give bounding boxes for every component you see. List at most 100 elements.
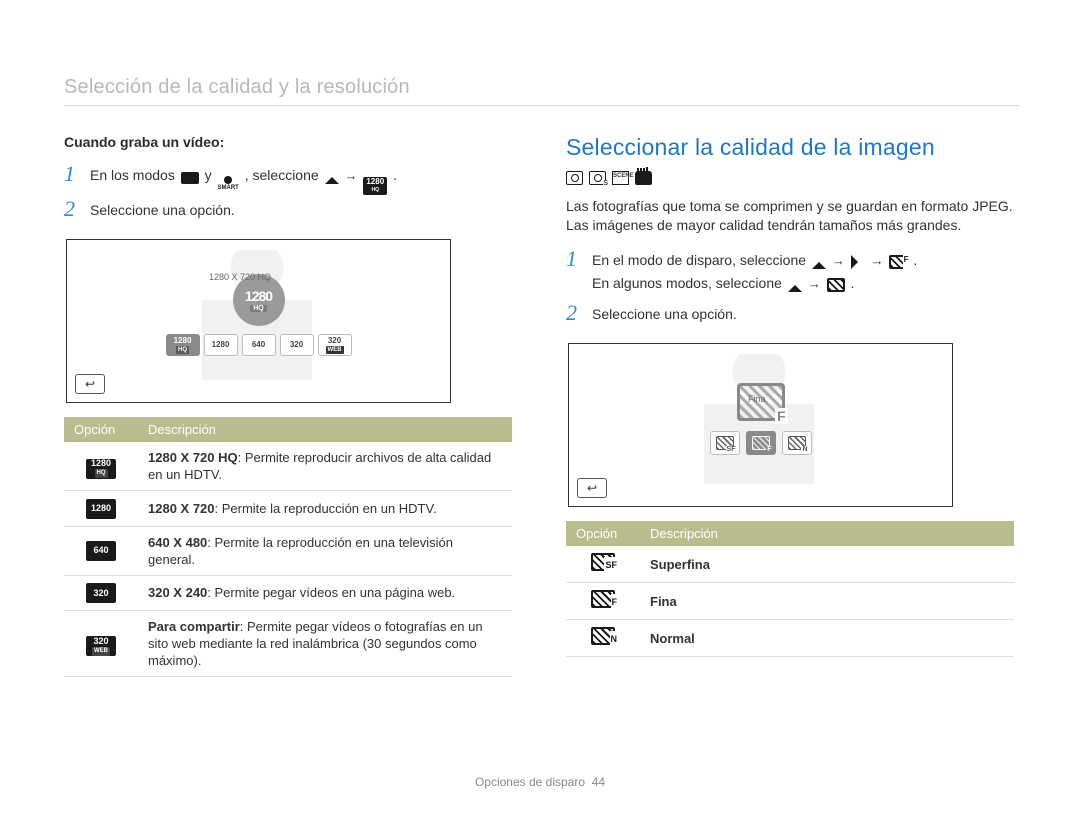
photo-mode-icon	[566, 171, 583, 185]
arrow-icon: →	[344, 168, 357, 183]
breadcrumb: Selección de la calidad y la resolución	[64, 76, 1020, 99]
option-icon-cell: 320WEB	[64, 611, 138, 677]
left-subheading: Cuando graba un vídeo:	[64, 134, 518, 150]
quality-icon: N	[591, 627, 615, 645]
text: HQ	[250, 305, 267, 312]
step-number: 2	[64, 199, 80, 219]
quality-tooltip: Fina	[748, 394, 766, 404]
table-row: 320320 X 240: Permite pegar vídeos en un…	[64, 575, 512, 611]
resolution-tile[interactable]: 320	[280, 334, 314, 356]
up-icon	[788, 278, 802, 292]
description-cell: 320 X 240: Permite pegar vídeos en una p…	[138, 575, 512, 611]
option-icon-cell: 320	[64, 575, 138, 611]
section-heading: Seleccionar la calidad de la imagen	[566, 134, 1020, 161]
right-steps: 1 En el modo de disparo, seleccione → → …	[566, 249, 1020, 325]
resolution-icon: 320WEB	[86, 636, 116, 656]
table-header-description: Descripción	[640, 521, 1014, 546]
text: .	[850, 275, 854, 291]
resolution-options-row: 1280HQ1280640320320WEB	[166, 334, 352, 356]
left-step-1: 1 En los modos y SMART , seleccione → 12…	[64, 164, 518, 191]
resolution-icon: 1280	[86, 499, 116, 519]
arrow-icon: →	[808, 276, 821, 291]
scene-mode-icon: SCENE	[612, 171, 629, 185]
text: , seleccione	[245, 167, 319, 183]
up-icon	[325, 170, 339, 184]
quality-screen: Fina F SFFN ↩	[568, 343, 953, 507]
footer-section: Opciones de disparo	[475, 775, 585, 789]
quality-tile[interactable]: F	[746, 431, 776, 455]
table-row: NNormal	[566, 620, 1014, 657]
arrow-icon: →	[871, 253, 884, 268]
table-row: 1280HQ 1280 X 720 HQ: Permite reproducir …	[64, 442, 512, 491]
step-text: Seleccione una opción.	[592, 303, 737, 325]
resolution-tile[interactable]: 320WEB	[318, 334, 352, 356]
text: En el modo de disparo, seleccione	[592, 252, 806, 268]
description-cell: Fina	[640, 583, 1014, 620]
selected-resolution-badge: 1280 HQ 1280HQ1280640320320WEB	[166, 274, 352, 356]
quality-icon: F	[591, 590, 615, 608]
resolution-icon: 640	[86, 541, 116, 561]
text: En algunos modos, seleccione	[592, 275, 782, 291]
text: y	[205, 167, 212, 183]
quality-options-row: SFFN	[710, 431, 812, 455]
step-text: En el modo de disparo, seleccione → → F …	[592, 249, 917, 295]
page-footer: Opciones de disparo 44	[0, 775, 1080, 789]
right-icon	[851, 255, 865, 269]
up-icon	[812, 255, 826, 269]
quality-f-icon: F	[889, 255, 907, 269]
video-resolution-table: Opción Descripción 1280HQ1280 X 720 HQ: …	[64, 417, 512, 677]
left-steps: 1 En los modos y SMART , seleccione → 12…	[64, 164, 518, 221]
option-icon-cell: 1280HQ	[64, 442, 138, 491]
quality-table: Opción Descripción SF Superfina F FinaNNorm…	[566, 521, 1014, 657]
table-header-option: Opción	[566, 521, 640, 546]
resolution-tile[interactable]: 1280	[204, 334, 238, 356]
description-cell: Para compartir: Permite pegar vídeos o f…	[138, 611, 512, 677]
description-cell: 1280 X 720 HQ: Permite reproducir archiv…	[138, 442, 512, 491]
step-number: 1	[64, 164, 80, 184]
table-row: SF Superfina	[566, 546, 1014, 583]
smart-photo-mode-icon	[589, 171, 606, 185]
option-icon-cell: 1280	[64, 491, 138, 527]
option-icon-cell: F	[566, 583, 640, 620]
mode-icons-row: SCENE	[566, 171, 1020, 185]
text: 1280	[245, 288, 272, 304]
right-step-2: 2 Seleccione una opción.	[566, 303, 1020, 325]
description-cell: Superfina	[640, 546, 1014, 583]
table-row: F Fina	[566, 583, 1014, 620]
intro-paragraph: Las fotografías que toma se comprimen y …	[566, 197, 1020, 235]
video-mode-icon	[181, 172, 199, 184]
smart-mode-icon: SMART	[218, 176, 239, 191]
table-row: 12801280 X 720: Permite la reproducción …	[64, 491, 512, 527]
option-icon-cell: SF	[566, 546, 640, 583]
step-number: 2	[566, 303, 582, 323]
option-icon-cell: N	[566, 620, 640, 657]
divider	[64, 105, 1020, 106]
step-text: En los modos y SMART , seleccione → 1280…	[90, 164, 397, 191]
table-row: 320WEB Para compartir: Permite pegar víde…	[64, 611, 512, 677]
left-column: Cuando graba un vídeo: 1 En los modos y …	[64, 134, 518, 677]
text: .	[913, 252, 917, 268]
quality-icon: SF	[591, 553, 615, 571]
back-button[interactable]: ↩	[75, 374, 105, 394]
quality-icon	[827, 278, 845, 292]
description-cell: 640 X 480: Permite la reproducción en un…	[138, 526, 512, 575]
resolution-tile[interactable]: 640	[242, 334, 276, 356]
text: .	[393, 167, 397, 183]
quality-tile[interactable]: SF	[710, 431, 740, 455]
back-button[interactable]: ↩	[577, 478, 607, 498]
table-header-description: Descripción	[138, 417, 512, 442]
arrow-icon: →	[832, 253, 845, 268]
table-row: 640 640 X 480: Permite la reproducción en…	[64, 526, 512, 575]
step-text: Seleccione una opción.	[90, 199, 235, 221]
resolution-1280hq-icon: 1280HQ	[363, 177, 387, 195]
step-number: 1	[566, 249, 582, 269]
right-column: Seleccionar la calidad de la imagen SCEN…	[566, 134, 1020, 677]
resolution-tile[interactable]: 1280HQ	[166, 334, 200, 356]
dual-is-mode-icon	[635, 171, 652, 185]
quality-tile[interactable]: N	[782, 431, 812, 455]
left-step-2: 2 Seleccione una opción.	[64, 199, 518, 221]
page-number: 44	[592, 775, 605, 789]
video-resolution-screen: 1280 X 720 HQ 1280 HQ 1280HQ128064032032…	[66, 239, 451, 403]
resolution-tooltip: 1280 X 720 HQ	[209, 272, 271, 282]
resolution-icon: 1280HQ	[86, 459, 116, 479]
